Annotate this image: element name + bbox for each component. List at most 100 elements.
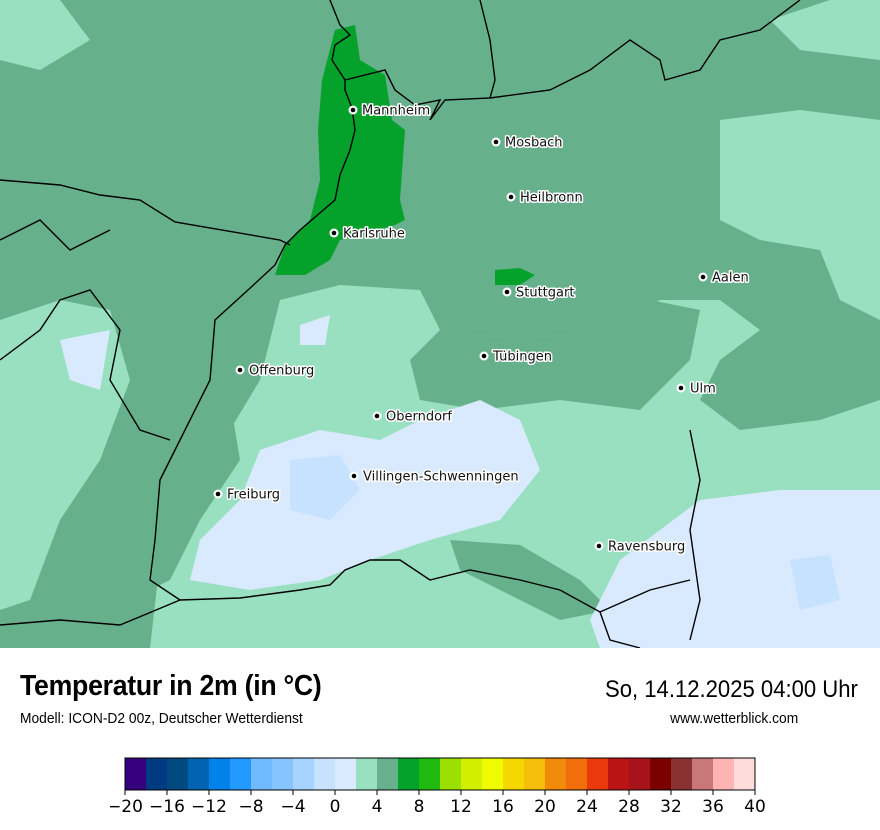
legend-swatch <box>209 758 231 790</box>
city-dot-center <box>678 385 684 391</box>
region-6-8c-rhine-south <box>110 400 240 600</box>
legend-tick-label: −20 <box>110 797 143 817</box>
legend-swatch <box>251 758 273 790</box>
region-0-2c-southeast <box>590 490 880 648</box>
legend-tick-label: −8 <box>238 797 263 817</box>
city-markers: Mannheim Mosbach Heilbronn Karlsruhe Aalen St… <box>213 102 750 556</box>
city-freiburg: Freiburg <box>213 486 282 504</box>
legend-tick-label: −12 <box>191 797 227 817</box>
legend-swatch <box>398 758 420 790</box>
legend-swatch <box>272 758 294 790</box>
legend-swatch <box>608 758 630 790</box>
city-mannheim: Mannheim <box>348 102 432 120</box>
legend-tick-label: 0 <box>330 797 341 817</box>
legend-swatch <box>419 758 441 790</box>
city-dot-center <box>508 194 514 200</box>
city-villingen-schwenningen: Villingen-Schwenningen <box>349 468 520 486</box>
website-link[interactable]: www.wetterblick.com <box>669 710 798 727</box>
legend-swatch <box>545 758 567 790</box>
legend-swatch <box>713 758 735 790</box>
city-label: Aalen <box>712 271 749 286</box>
borders <box>0 0 801 648</box>
forecast-datetime: So, 14.12.2025 04:00 Uhr <box>605 676 858 703</box>
legend-swatch <box>650 758 672 790</box>
city-label: Freiburg <box>227 488 280 503</box>
legend-swatch <box>629 758 651 790</box>
region-minus2-0c-southeast <box>790 555 840 610</box>
legend-swatch <box>356 758 378 790</box>
legend-swatch <box>293 758 315 790</box>
city-dot-center <box>700 274 706 280</box>
region-8-10c-stuttgart <box>495 268 535 285</box>
legend-tick-label: 4 <box>372 797 383 817</box>
legend-swatch <box>566 758 588 790</box>
city-dot-center <box>350 107 356 113</box>
legend-tick-label: −16 <box>149 797 185 817</box>
legend-frame <box>124 757 756 791</box>
city-ravensburg: Ravensburg <box>594 538 687 556</box>
city-label: Ravensburg <box>608 540 685 555</box>
region-6-8c-lake <box>450 540 610 620</box>
city-aalen: Aalen <box>698 269 750 287</box>
legend-swatch <box>335 758 357 790</box>
city-label: Mosbach <box>505 136 563 151</box>
legend-swatch <box>734 758 756 790</box>
legend-tick-label: 28 <box>618 797 640 817</box>
city-label: Villingen-Schwenningen <box>363 470 519 485</box>
model-source: Modell: ICON-D2 00z, Deutscher Wetterdie… <box>20 710 303 727</box>
region-4-6c-northwest <box>0 0 90 70</box>
temperature-map: Mannheim Mosbach Heilbronn Karlsruhe Aalen St… <box>0 0 880 648</box>
city-dot-center <box>596 543 602 549</box>
region-4-6c-east <box>720 110 880 320</box>
legend-swatch <box>188 758 210 790</box>
city-dot-center <box>504 289 510 295</box>
legend-tick-label: 8 <box>414 797 425 817</box>
region-0-2c-blackforest <box>190 400 540 590</box>
legend-tick-label: 40 <box>744 797 766 817</box>
legend-tick-label: −4 <box>280 797 305 817</box>
city-tübingen: Tübingen <box>479 348 554 366</box>
city-ulm: Ulm <box>676 380 717 398</box>
legend-swatch <box>482 758 504 790</box>
legend-swatch <box>377 758 399 790</box>
legend-swatch <box>692 758 714 790</box>
legend-tick-label: 20 <box>534 797 556 817</box>
legend-tick-label: 36 <box>702 797 724 817</box>
legend-swatch <box>440 758 462 790</box>
region-4-6c-northeast <box>770 0 880 60</box>
color-legend: −20 −16 −12 −8 −4 0 4 8 12 16 20 24 28 32 36 40 <box>110 757 766 817</box>
legend-swatch <box>524 758 546 790</box>
region-8-10c-rhine-valley <box>275 25 405 275</box>
city-label: Ulm <box>690 382 716 397</box>
legend-tick-label: 16 <box>492 797 514 817</box>
legend-swatch <box>146 758 168 790</box>
city-dot-center <box>331 230 337 236</box>
city-stuttgart: Stuttgart <box>502 284 576 302</box>
region-minus2-0c-core <box>290 455 360 520</box>
city-offenburg: Offenburg <box>235 362 316 380</box>
legend-tick-label: 32 <box>660 797 682 817</box>
legend-tick-label: 24 <box>576 797 598 817</box>
region-0-2c-west <box>60 330 110 390</box>
city-label: Offenburg <box>249 364 314 379</box>
legend-tick-label: 12 <box>450 797 472 817</box>
city-label: Mannheim <box>362 104 430 119</box>
region-6-8c-lowlands <box>410 300 700 410</box>
map-title: Temperatur in 2m (in °C) <box>20 670 322 702</box>
city-dot-center <box>237 367 243 373</box>
city-dot-center <box>493 139 499 145</box>
city-label: Tübingen <box>492 350 552 365</box>
city-oberndorf: Oberndorf <box>372 408 454 426</box>
legend-swatch <box>671 758 693 790</box>
legend-swatch <box>125 758 147 790</box>
city-dot-center <box>215 491 221 497</box>
legend-swatch <box>314 758 336 790</box>
region-0-2c-north <box>300 315 330 345</box>
city-label: Oberndorf <box>386 410 452 425</box>
city-heilbronn: Heilbronn <box>506 189 584 207</box>
legend-swatch <box>167 758 189 790</box>
city-label: Stuttgart <box>516 286 574 301</box>
city-dot-center <box>374 413 380 419</box>
city-karlsruhe: Karlsruhe <box>329 225 406 243</box>
city-mosbach: Mosbach <box>491 134 564 152</box>
